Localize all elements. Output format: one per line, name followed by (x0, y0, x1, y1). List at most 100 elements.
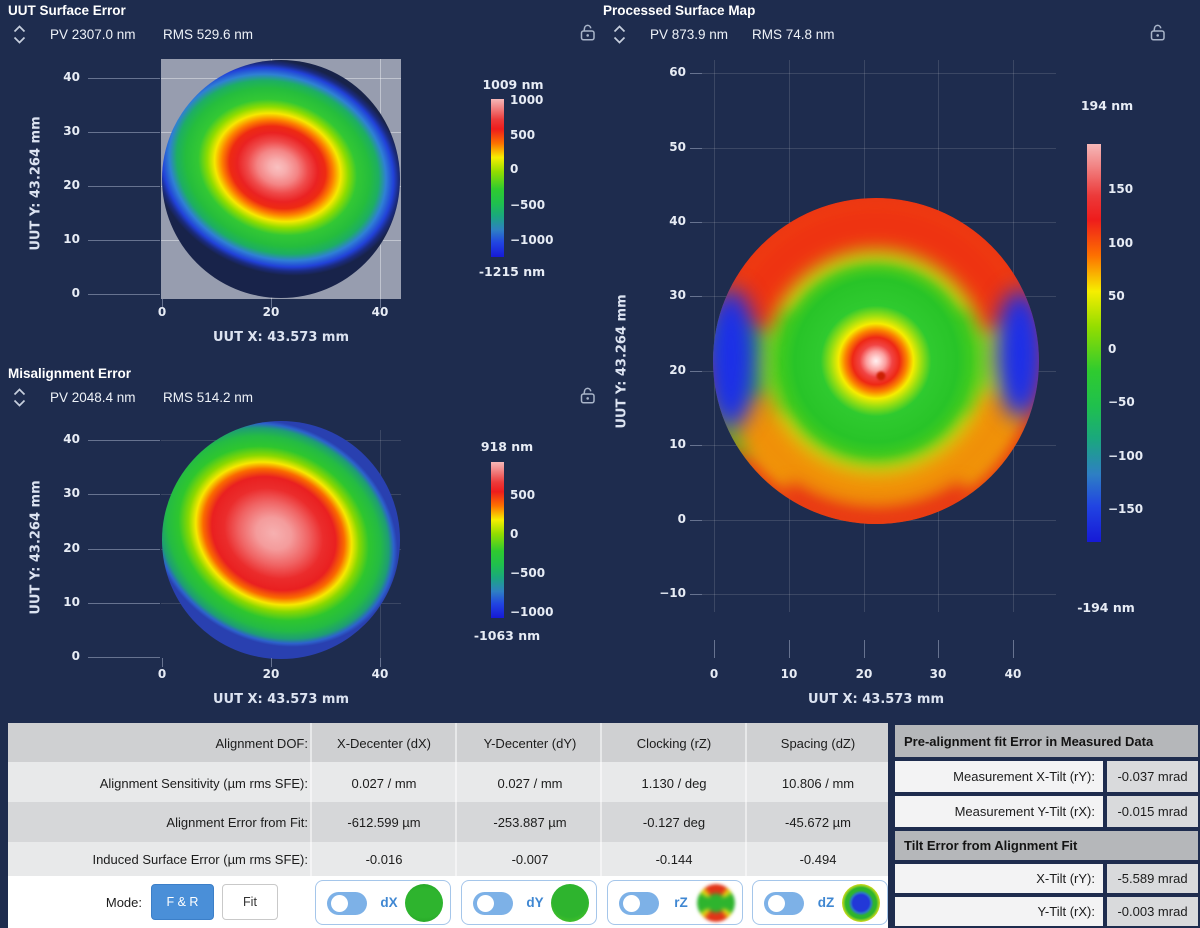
toggle-knob (768, 895, 785, 912)
measurement-y-tilt-value: -0.015 mrad (1105, 794, 1200, 829)
col-header-dof: Alignment DOF: (215, 736, 308, 751)
uut-pv-value: PV 2307.0 nm (50, 27, 136, 42)
mis-cbar-tick: 0 (510, 527, 519, 541)
proc-xtick: 20 (855, 667, 873, 681)
mode-fr-button[interactable]: F & R (151, 884, 214, 920)
uut-cbar-tick: −1000 (510, 233, 554, 247)
proc-cbar-max: 194 nm (1080, 98, 1134, 113)
dx-toggle[interactable] (327, 892, 367, 915)
proc-ytick: −10 (659, 586, 686, 600)
mis-xtick: 20 (262, 667, 280, 681)
proc-ytick: 20 (669, 363, 686, 377)
fit-x-tilt-value: -5.589 mrad (1105, 862, 1200, 895)
mis-cbar-tick: −1000 (510, 605, 554, 619)
toggle-card-dx: dX (315, 880, 451, 925)
uut-cbar-min: -1215 nm (478, 264, 546, 279)
uut-cbar-tick: −500 (510, 198, 546, 212)
proc-ytick: 10 (669, 437, 686, 451)
mode-fit-button[interactable]: Fit (222, 884, 278, 920)
table-row (8, 842, 888, 876)
proc-pv-value: PV 873.9 nm (650, 27, 729, 42)
dz-toggle[interactable] (764, 892, 804, 915)
uut-ytick: 40 (63, 70, 80, 84)
misalignment-surface-map (162, 421, 400, 659)
uut-cbar-tick: 1000 (510, 93, 544, 107)
uut-ytick: 10 (63, 232, 80, 246)
proc-xtick: 10 (780, 667, 798, 681)
measurement-y-tilt-label: Measurement Y-Tilt (rX): (893, 794, 1105, 829)
panel-title-processed-surface-map: Processed Surface Map (603, 3, 756, 18)
col-header-dz: Spacing (dZ) (780, 736, 856, 751)
mis-colorbar (491, 462, 504, 618)
mis-ytick: 0 (71, 649, 80, 663)
expand-collapse-chevrons-icon[interactable] (12, 24, 27, 48)
col-header-rz: Clocking (rZ) (636, 736, 712, 751)
proc-cbar-tick: 0 (1108, 342, 1117, 356)
table-header-row (8, 723, 888, 762)
proc-cbar-tick: −50 (1108, 395, 1135, 409)
processed-surface-map (713, 198, 1039, 524)
proc-ytick: 50 (669, 140, 686, 154)
cell-sensitivity-dx: 0.027 / mm (351, 776, 417, 791)
uut-x-axis-label: UUT X: 43.573 mm (212, 330, 350, 345)
dy-sensitivity-thumbnail (551, 884, 589, 922)
row-label-sensitivity: Alignment Sensitivity (µm rms SFE): (99, 776, 308, 791)
mis-cbar-max: 918 nm (480, 439, 534, 454)
fit-y-tilt-label: Y-Tilt (rX): (893, 895, 1105, 928)
unlock-icon[interactable] (577, 22, 598, 46)
cell-induced-dx: -0.016 (365, 852, 403, 867)
toggle-knob (331, 895, 348, 912)
unlock-icon[interactable] (577, 385, 598, 409)
mis-cbar-tick: −500 (510, 566, 546, 580)
cell-error-dz: -45.672 µm (784, 815, 852, 830)
expand-collapse-chevrons-icon[interactable] (12, 387, 27, 411)
row-label-induced-error: Induced Surface Error (µm rms SFE): (92, 852, 308, 867)
proc-cbar-tick: 100 (1108, 236, 1134, 250)
toggle-card-dz: dZ (752, 880, 888, 925)
cell-induced-dy: -0.007 (511, 852, 549, 867)
expand-collapse-chevrons-icon[interactable] (612, 24, 627, 48)
proc-cbar-tick: 150 (1108, 182, 1134, 196)
toggle-card-rz: rZ (607, 880, 743, 925)
uut-colorbar (491, 99, 504, 257)
proc-rms-value: RMS 74.8 nm (752, 27, 835, 42)
dy-toggle-label: dY (526, 894, 544, 910)
toggle-knob (477, 895, 494, 912)
proc-ytick: 60 (669, 65, 686, 79)
col-header-dy: Y-Decenter (dY) (483, 736, 577, 751)
uut-surface-map (162, 60, 400, 298)
mis-ytick: 30 (63, 486, 80, 500)
cell-sensitivity-dy: 0.027 / mm (497, 776, 563, 791)
dx-sensitivity-thumbnail (405, 884, 443, 922)
fit-x-tilt-label: X-Tilt (rY): (893, 862, 1105, 895)
unlock-icon[interactable] (1147, 22, 1168, 46)
uut-ytick: 0 (71, 286, 80, 300)
proc-y-axis-label: UUT Y: 43.264 mm (614, 294, 630, 429)
dx-toggle-label: dX (380, 894, 398, 910)
col-header-dx: X-Decenter (dX) (337, 736, 431, 751)
cell-error-dx: -612.599 µm (347, 815, 421, 830)
dy-toggle[interactable] (473, 892, 513, 915)
mis-x-axis-label: UUT X: 43.573 mm (212, 692, 350, 707)
cell-induced-dz: -0.494 (799, 852, 837, 867)
rz-toggle[interactable] (619, 892, 659, 915)
uut-cbar-max: 1009 nm (482, 77, 544, 92)
cell-sensitivity-dz: 10.806 / mm (781, 776, 855, 791)
toggle-card-dy: dY (461, 880, 597, 925)
panel-title-misalignment-error: Misalignment Error (8, 366, 132, 381)
uut-cbar-tick: 500 (510, 128, 536, 142)
proc-ytick: 0 (677, 512, 686, 526)
mis-pv-value: PV 2048.4 nm (50, 390, 136, 405)
cell-error-dy: -253.887 µm (493, 815, 567, 830)
mis-xtick: 40 (371, 667, 389, 681)
toggle-knob (623, 895, 640, 912)
proc-colorbar (1087, 144, 1101, 542)
uut-xtick: 40 (371, 305, 389, 319)
panel-title-uut-surface-error: UUT Surface Error (8, 3, 126, 18)
mis-xtick: 0 (157, 667, 167, 681)
uut-ytick: 30 (63, 124, 80, 138)
mis-ytick: 20 (63, 541, 80, 555)
uut-rms-value: RMS 529.6 nm (163, 27, 254, 42)
proc-cbar-tick: −100 (1108, 449, 1144, 463)
